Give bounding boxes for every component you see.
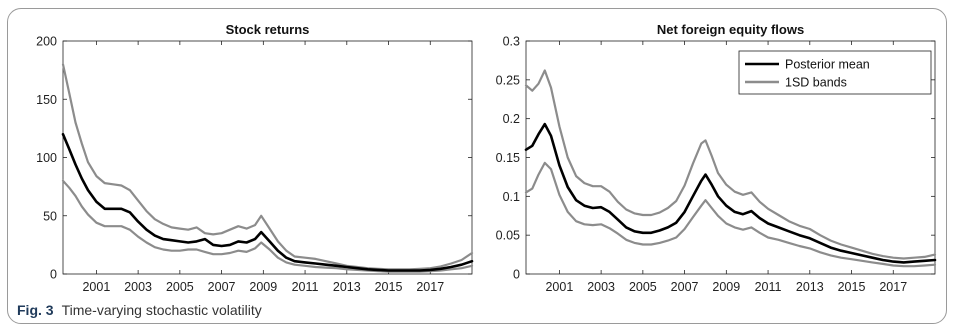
chart-title: Net foreign equity flows: [657, 22, 804, 37]
figure-label: Fig. 3: [17, 302, 54, 318]
y-tick-label: 0.15: [496, 151, 520, 165]
y-tick-label: 0.25: [496, 73, 520, 87]
legend-box: [738, 50, 932, 95]
x-tick-label: 2015: [838, 280, 866, 294]
x-tick-label: 2011: [292, 280, 319, 294]
x-tick-label: 2009: [712, 280, 740, 294]
x-tick-label: 2005: [629, 280, 657, 294]
y-tick-label: 0: [50, 268, 57, 282]
series-line-posterior-mean: [61, 132, 474, 272]
x-tick-label: 2001: [82, 280, 110, 294]
y-tick-label: 0: [513, 268, 520, 282]
figure-caption: Fig. 3 Time-varying stochastic volatility: [17, 302, 262, 318]
y-tick-label: 150: [36, 93, 57, 107]
x-tick-label: 2017: [416, 280, 444, 294]
x-tick-label: 2003: [124, 280, 152, 294]
figure-frame: [7, 8, 947, 324]
y-tick-label: 0.3: [503, 35, 520, 49]
series-line-posterior-mean: [524, 122, 937, 264]
x-tick-label: 2007: [671, 280, 699, 294]
figure-caption-text: Time-varying stochastic volatility: [61, 302, 262, 318]
y-tick-label: 0.05: [496, 229, 520, 243]
chart-title: Stock returns: [226, 22, 310, 37]
x-tick-label: 2013: [333, 280, 361, 294]
x-tick-label: 2011: [755, 280, 782, 294]
y-tick-label: 0.1: [503, 190, 520, 204]
y-tick-label: 50: [43, 209, 57, 223]
legend-label: 1SD bands: [785, 76, 847, 90]
series-line-upper-band: [524, 69, 937, 260]
stock-returns-chart: Stock returns 0 50 100 150 200 2001 2003 2005 200…: [36, 22, 474, 294]
x-tick-label: 2005: [166, 280, 194, 294]
x-tick-label: 2001: [545, 280, 573, 294]
x-tick-label: 2015: [375, 280, 403, 294]
y-tick-label: 100: [36, 151, 57, 165]
x-tick-label: 2003: [587, 280, 615, 294]
plot-area: [62, 40, 473, 275]
net-foreign-equity-flows-chart: Net foreign equity flows 0 0.05 0.1 0.15 0.2 0…: [496, 22, 937, 294]
x-tick-label: 2013: [796, 280, 824, 294]
x-tick-label: 2007: [208, 280, 236, 294]
legend-label: Posterior mean: [785, 58, 870, 72]
x-tick-label: 2009: [249, 280, 277, 294]
x-tick-label: 2017: [879, 280, 907, 294]
y-tick-label: 200: [36, 35, 57, 49]
series-line-lower-band: [524, 161, 937, 268]
y-tick-label: 0.2: [503, 112, 520, 126]
figure-plots: Stock returns 0 50 100 150 200 2001 2003 2005 200…: [36, 22, 937, 294]
